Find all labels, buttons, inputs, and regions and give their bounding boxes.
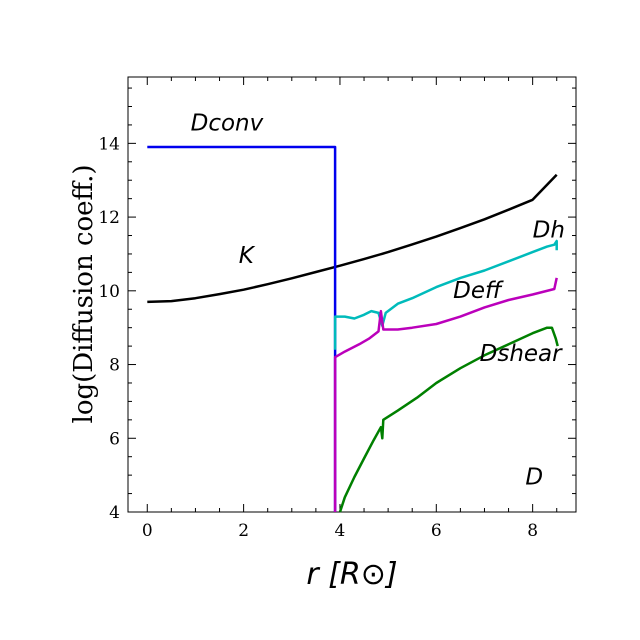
series-layer bbox=[147, 145, 559, 513]
x-tick-label: 8 bbox=[527, 521, 538, 541]
y-tick-label: 10 bbox=[98, 282, 120, 302]
y-tick-label: 12 bbox=[98, 208, 120, 228]
x-tick-label: 2 bbox=[238, 521, 249, 541]
annotation-d: D bbox=[525, 464, 543, 490]
series-line-dh bbox=[333, 239, 558, 350]
annotation-dshear: Dshear bbox=[480, 341, 564, 367]
series-line-dconv bbox=[147, 145, 337, 512]
y-tick-label: 4 bbox=[109, 503, 120, 523]
x-tick-label: 0 bbox=[142, 521, 153, 541]
annotation-dh: Dh bbox=[533, 217, 565, 243]
y-tick-label: 8 bbox=[109, 356, 120, 376]
y-tick-label: 6 bbox=[109, 429, 120, 449]
plot-frame bbox=[127, 76, 577, 513]
series-line-deff bbox=[333, 277, 558, 512]
annotation-k: K bbox=[239, 243, 256, 269]
series-line-k bbox=[147, 173, 558, 304]
y-tick-label: 14 bbox=[98, 134, 120, 154]
annotation-deff: Deff bbox=[453, 278, 504, 304]
annotation-dconv: Dconv bbox=[191, 110, 264, 136]
x-tick-label: 4 bbox=[335, 521, 346, 541]
series-line-d bbox=[338, 326, 559, 513]
x-tick-label: 6 bbox=[431, 521, 442, 541]
y-axis-label: log(Diffusion coeff.) bbox=[69, 164, 99, 423]
axis-ticks: 0 2 4 6 8 4 6 8 10 12 14 bbox=[98, 77, 576, 541]
x-axis-label: r [R⊙] bbox=[306, 557, 397, 592]
annotation-layer: Dconv K Dh Deff Dshear D bbox=[191, 110, 565, 490]
